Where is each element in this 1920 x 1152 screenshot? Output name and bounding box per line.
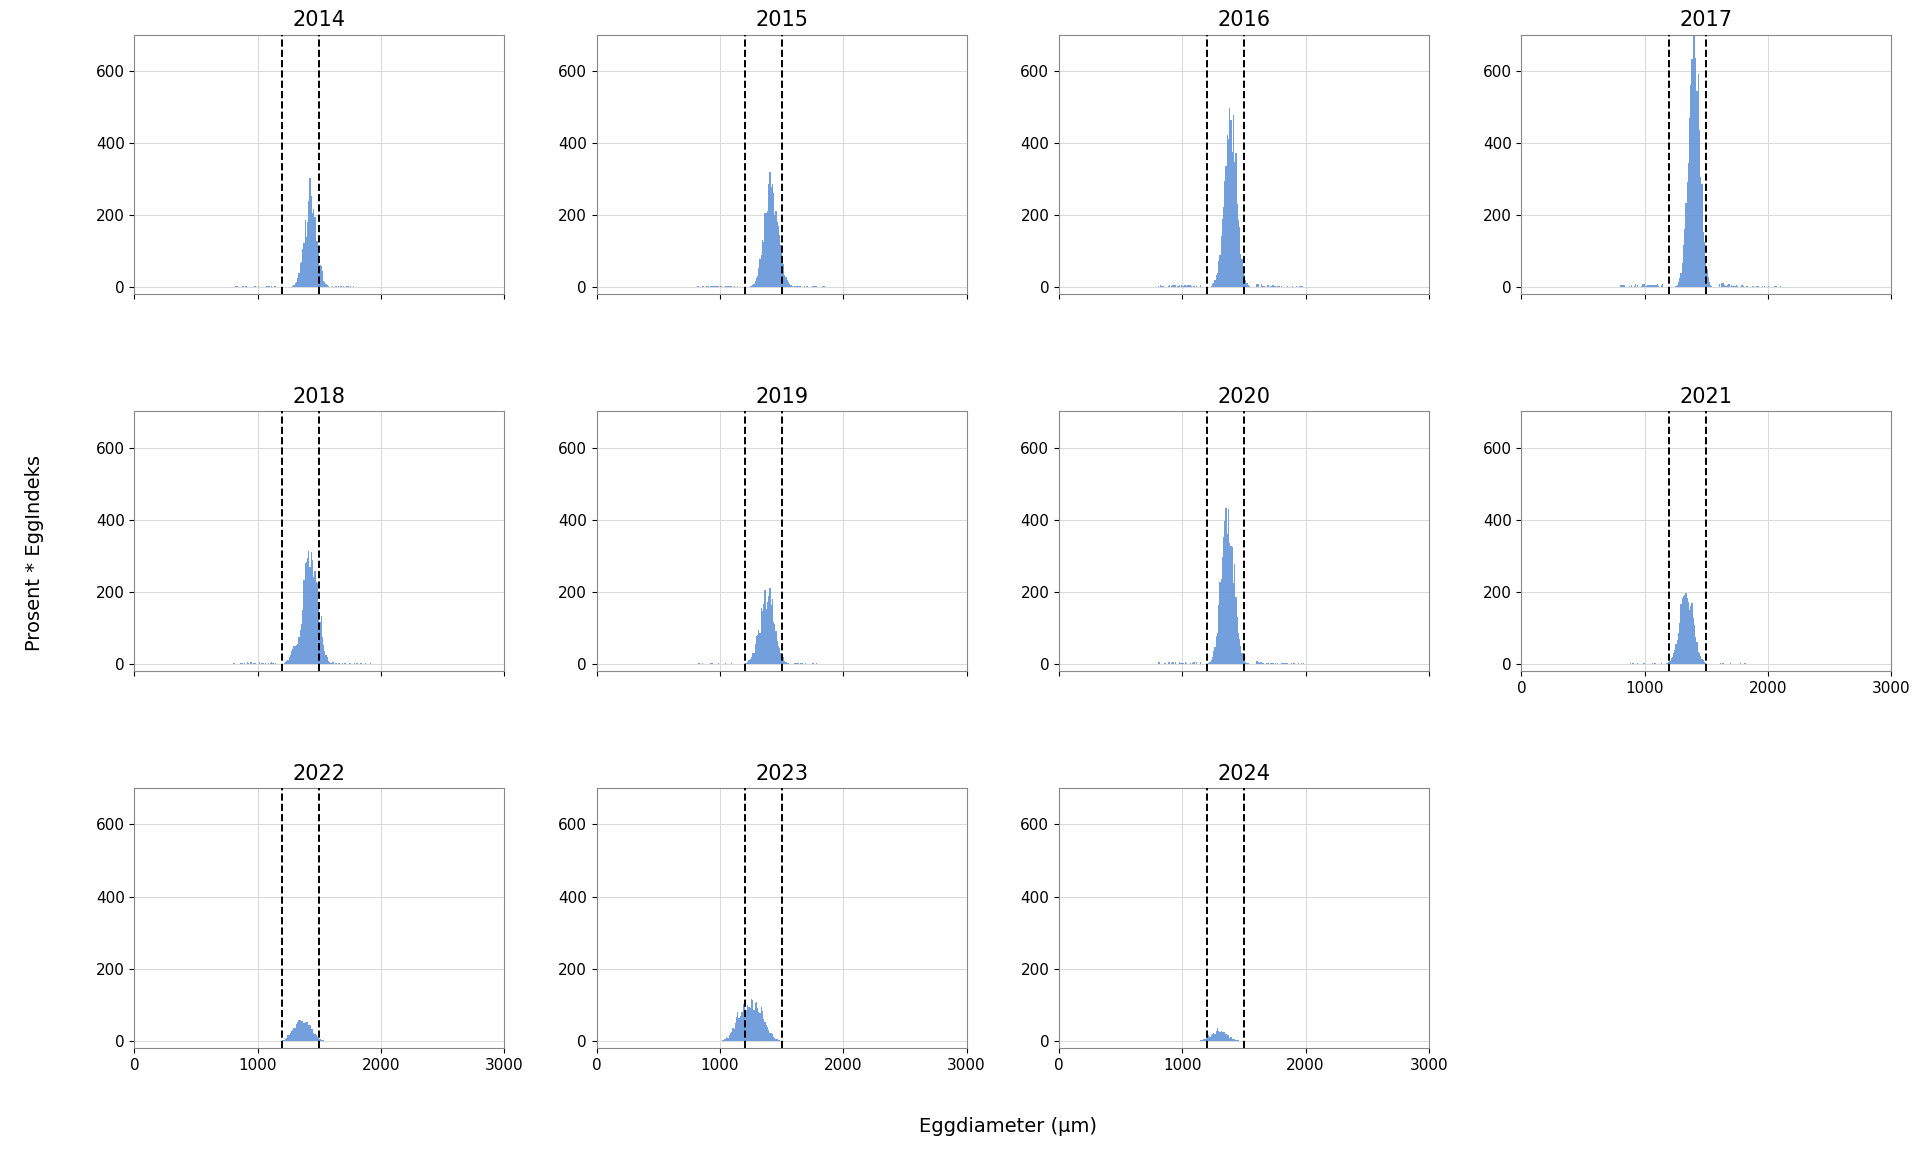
- Text: Eggdiameter (μm): Eggdiameter (μm): [920, 1117, 1096, 1136]
- Text: 2023: 2023: [755, 764, 808, 785]
- Text: 2024: 2024: [1217, 764, 1271, 785]
- Text: 2020: 2020: [1217, 387, 1271, 407]
- Text: 2019: 2019: [755, 387, 808, 407]
- Text: 2015: 2015: [755, 10, 808, 30]
- Text: 2014: 2014: [294, 10, 346, 30]
- Text: Prosent * EggIndeks: Prosent * EggIndeks: [25, 455, 44, 651]
- Text: 2021: 2021: [1680, 387, 1732, 407]
- Text: 2018: 2018: [294, 387, 346, 407]
- Text: 2016: 2016: [1217, 10, 1271, 30]
- Text: 2017: 2017: [1680, 10, 1732, 30]
- Text: 2022: 2022: [294, 764, 346, 785]
